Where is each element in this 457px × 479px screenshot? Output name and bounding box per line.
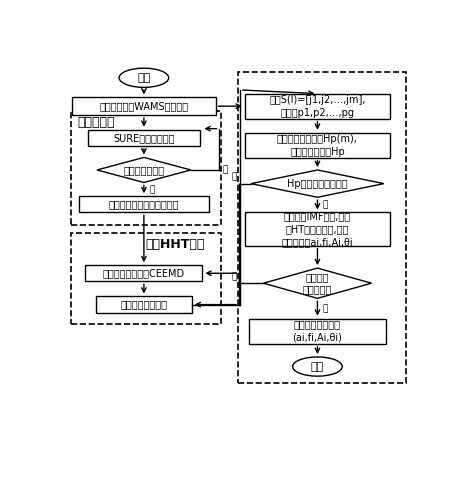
Bar [88,130,200,146]
Text: 计算个分量排列熵Hp(m),
并归一化处理为Hp: 计算个分量排列熵Hp(m), 并归一化处理为Hp [277,134,358,157]
Bar [249,319,386,344]
Text: 改进HHT分析: 改进HHT分析 [146,238,205,251]
Text: 否: 否 [232,272,237,281]
Text: 消噪预处理: 消噪预处理 [78,116,115,129]
Text: 提取保存消噪低频振荡信号: 提取保存消噪低频振荡信号 [109,199,179,209]
Polygon shape [97,158,191,182]
Text: 电网低频振荡WAMS测量信号: 电网低频振荡WAMS测量信号 [99,101,188,111]
Text: SURE小波阈值去噪: SURE小波阈值去噪 [113,133,175,143]
Bar [85,265,202,281]
Bar [245,133,390,158]
Bar [238,72,406,383]
Text: 获取平稳IMF分量,并进
行HT分析和计算,求解
各模态参数ai,fi,Ai,θi: 获取平稳IMF分量,并进 行HT分析和计算,求解 各模态参数ai,fi,Ai,θ… [282,211,353,247]
Text: 对低频振荡信号做CEEMD: 对低频振荡信号做CEEMD [103,268,185,278]
Text: 是: 是 [149,185,154,194]
Polygon shape [251,170,384,197]
Text: 满足拟合
精度指标？: 满足拟合 精度指标？ [303,272,332,295]
Text: 否: 否 [232,172,237,182]
Polygon shape [263,268,372,298]
Text: 否: 否 [222,165,228,174]
Bar [70,111,221,225]
Bar [245,93,390,119]
Text: 输出模态辨识参数
(ai,fi,Ai,θi): 输出模态辨识参数 (ai,fi,Ai,θi) [292,319,342,343]
Bar [72,97,216,115]
Text: 是: 是 [323,304,328,313]
Text: 满足消噪指标？: 满足消噪指标？ [123,165,165,175]
Text: 重构向量空间序列: 重构向量空间序列 [120,299,167,309]
Bar [70,233,221,324]
Text: 构建S(l)=[j1,j2,…,jm],
并计算p1,p2,…,pg: 构建S(l)=[j1,j2,…,jm], 并计算p1,p2,…,pg [269,94,366,118]
Text: 开始: 开始 [137,73,150,83]
Ellipse shape [292,357,342,376]
Text: Hp值小于给定阈值？: Hp值小于给定阈值？ [287,179,348,189]
Ellipse shape [119,68,169,87]
Text: 结束: 结束 [311,362,324,372]
Text: 是: 是 [323,200,328,209]
Bar [79,196,208,212]
Bar [245,212,390,246]
Bar [96,297,192,313]
